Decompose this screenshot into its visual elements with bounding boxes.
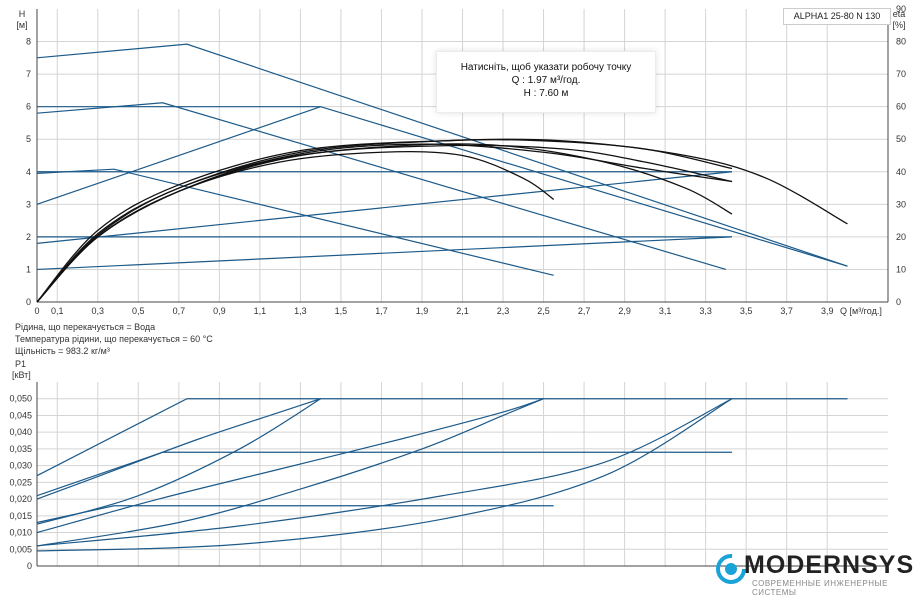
head-y-tick-label: 3 [26, 199, 31, 209]
power-y-tick-label: 0,045 [9, 410, 32, 420]
efficiency-curve [36, 143, 733, 303]
eta-tick-label: 0 [896, 297, 901, 307]
logo-subtitle: СОВРЕМЕННЫЕ ИНЖЕНЕРНЫЕ СИСТЕМЫ [752, 579, 888, 597]
head-x-tick-label: 3,9 [821, 306, 834, 316]
power-curve [36, 398, 733, 547]
power-y-tick-label: 0,010 [9, 528, 32, 538]
efficiency-curve [36, 138, 733, 303]
head-curve [36, 106, 321, 205]
fluid-type: Рідина, що перекачується = Вода [15, 322, 156, 332]
head-x-tick-label: 1,5 [335, 306, 348, 316]
head-x-tick-label: 2,3 [497, 306, 510, 316]
head-curve [36, 171, 733, 244]
efficiency-curve [36, 143, 733, 303]
head-x-tick-label: 0,5 [132, 306, 145, 316]
head-curve [36, 236, 733, 271]
power-curve [36, 398, 321, 500]
head-y-tick-label: 1 [26, 264, 31, 274]
power-y-tick-label: 0,025 [9, 477, 32, 487]
head-x-tick-label: 0,7 [173, 306, 186, 316]
head-x-tick-label: 0 [34, 306, 39, 316]
fluid-density: Щільність = 983.2 кг/м³ [15, 346, 110, 356]
power-curve [36, 451, 732, 497]
head-x-tick-label: 1,3 [294, 306, 307, 316]
head-x-tick-label: 1,1 [254, 306, 267, 316]
head-y-tick-label: 4 [26, 167, 31, 177]
eta-tick-label: 70 [896, 69, 906, 79]
head-x-tick-label: 2,5 [537, 306, 550, 316]
power-axis-label: P1 [15, 359, 26, 369]
model-label: ALPHA1 25-80 N 130 [783, 8, 891, 25]
tooltip-instruction: Натисніть, щоб указати робочу точку [460, 62, 632, 73]
tooltip-head: H : 7.60 м [523, 88, 569, 99]
head-x-tick-label: 2,7 [578, 306, 591, 316]
head-y-tick-label: 2 [26, 232, 31, 242]
head-x-tick-label: 1,7 [375, 306, 388, 316]
efficiency-curve [36, 150, 555, 303]
eta-tick-label: 30 [896, 199, 906, 209]
operating-point-tooltip[interactable]: Натисніть, щоб указати робочу точку Q : … [436, 51, 656, 113]
power-y-tick-label: 0,040 [9, 427, 32, 437]
eta-tick-label: 80 [896, 37, 906, 47]
head-x-tick-label: 0,1 [51, 306, 64, 316]
head-x-tick-label: 2,1 [456, 306, 469, 316]
eta-tick-label: 20 [896, 232, 906, 242]
eta-tick-label: 40 [896, 167, 906, 177]
power-y-tick-label: 0 [27, 561, 32, 571]
logo-mark-icon [716, 554, 746, 584]
head-x-tick-label: 3,1 [659, 306, 672, 316]
power-y-tick-label: 0,030 [9, 461, 32, 471]
efficiency-curve [36, 138, 848, 303]
eta-axis-unit: [%] [892, 20, 905, 30]
power-curve [36, 398, 848, 477]
head-axis-unit: [м] [16, 20, 27, 30]
eta-tick-label: 10 [896, 264, 906, 274]
power-y-tick-label: 0,035 [9, 444, 32, 454]
head-x-tick-label: 0,9 [213, 306, 226, 316]
head-curve [37, 106, 848, 267]
power-curve [36, 398, 544, 547]
logo-name: MODERNSYS [744, 551, 915, 579]
head-x-tick-label: 1,9 [416, 306, 429, 316]
eta-tick-label: 50 [896, 134, 906, 144]
head-axis-label: H [19, 9, 26, 19]
head-y-tick-label: 0 [26, 297, 31, 307]
power-y-tick-label: 0,015 [9, 511, 32, 521]
eta-tick-label: 60 [896, 102, 906, 112]
fluid-temperature: Температура рідини, що перекачується = 6… [15, 334, 213, 344]
flow-axis-label: Q [м³/год.] [840, 306, 882, 316]
head-curve [36, 102, 727, 271]
eta-tick-label: 90 [896, 4, 906, 14]
head-y-tick-label: 7 [26, 69, 31, 79]
efficiency-curve [36, 144, 733, 303]
head-x-tick-label: 3,3 [699, 306, 712, 316]
power-curve [36, 505, 554, 524]
modernsys-logo: MODERNSYS СОВРЕМЕННЫЕ ИНЖЕНЕРНЫЕ СИСТЕМЫ [714, 550, 915, 597]
head-x-tick-label: 3,5 [740, 306, 753, 316]
head-y-tick-label: 6 [26, 102, 31, 112]
head-curve [36, 43, 848, 267]
power-curve [36, 398, 733, 552]
power-curve [36, 398, 544, 534]
eta-axis-label: eta [893, 9, 906, 19]
power-curve [36, 398, 321, 525]
head-x-tick-label: 2,9 [618, 306, 631, 316]
head-x-tick-label: 3,7 [780, 306, 793, 316]
head-y-tick-label: 8 [26, 37, 31, 47]
power-axis-unit: [кВт] [12, 370, 31, 380]
head-y-tick-label: 5 [26, 134, 31, 144]
power-y-tick-label: 0,020 [9, 494, 32, 504]
power-y-tick-label: 0,005 [9, 544, 32, 554]
tooltip-flow: Q : 1.97 м³/год. [511, 75, 581, 86]
power-y-tick-label: 0,050 [9, 394, 32, 404]
head-x-tick-label: 0,3 [92, 306, 105, 316]
